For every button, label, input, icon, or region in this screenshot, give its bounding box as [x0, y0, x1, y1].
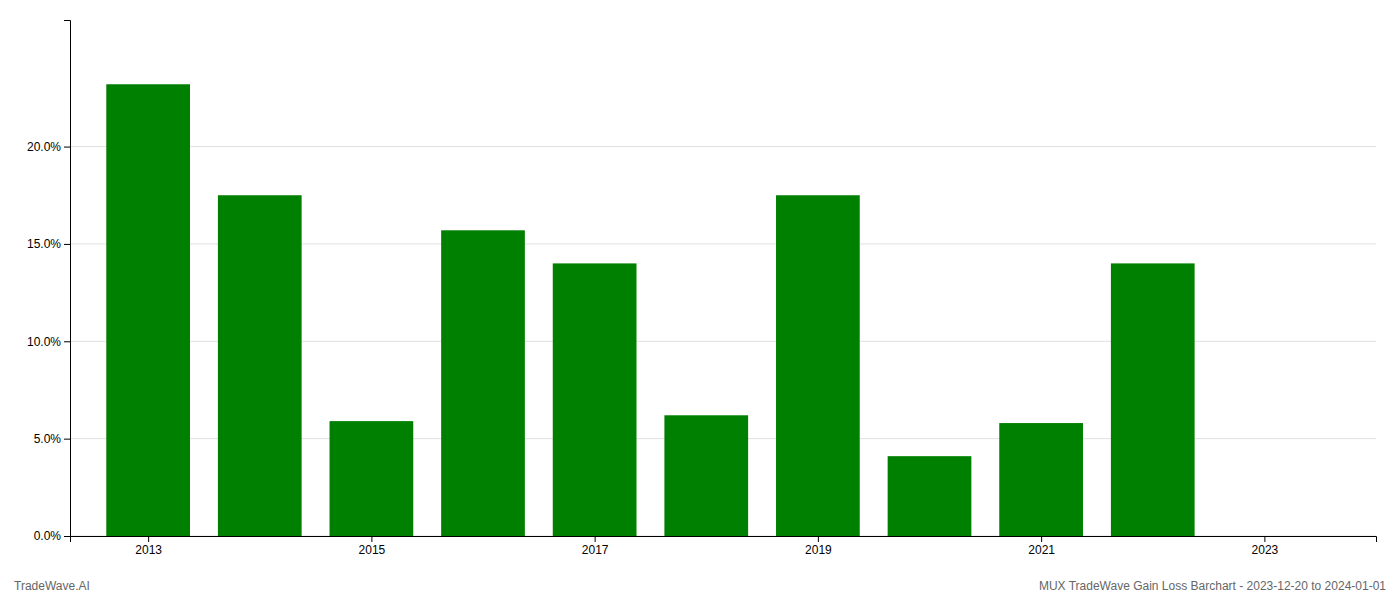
grid-line	[70, 146, 1376, 147]
x-tick-label: 2017	[582, 543, 609, 557]
bar	[888, 456, 972, 536]
chart: 0.0%5.0%10.0%15.0%20.0%20132015201720192…	[0, 0, 1400, 600]
x-tick-mark	[818, 536, 819, 542]
bar	[106, 84, 190, 536]
y-axis: 0.0% 5.0% 10.0% 15.0% 20.0%	[27, 21, 71, 544]
y-tick-label: 20.0%	[27, 140, 61, 154]
y-tick-label: 5.0%	[34, 432, 62, 446]
x-tick: 2021	[1028, 536, 1055, 557]
x-tick-label: 2013	[135, 543, 162, 557]
x-tick: 2013	[135, 536, 162, 557]
grid	[70, 147, 1376, 536]
y-tick-mark	[64, 439, 70, 440]
y-tick-mark	[64, 536, 70, 537]
y-tick: 15.0%	[27, 237, 70, 251]
bar	[1111, 263, 1195, 536]
footer-text: TradeWave.AI	[14, 579, 90, 593]
x-tick-label: 2021	[1028, 543, 1055, 557]
y-tick: 0.0%	[34, 529, 70, 543]
y-tick-mark	[64, 244, 70, 245]
bar	[664, 415, 748, 536]
x-tick-label: 2015	[359, 543, 386, 557]
marks	[106, 84, 1194, 536]
x-axis-line	[71, 537, 1377, 543]
plot: 0.0%5.0%10.0%15.0%20.0%20132015201720192…	[27, 21, 1377, 557]
x-tick-mark	[148, 536, 149, 542]
x-tick-label: 2023	[1252, 543, 1279, 557]
y-tick: 10.0%	[27, 335, 70, 349]
y-tick-mark	[64, 147, 70, 148]
x-tick-label: 2019	[805, 543, 832, 557]
x-tick: 2017	[582, 536, 609, 557]
x-tick-mark	[371, 536, 372, 542]
bar	[999, 423, 1083, 536]
x-tick: 2023	[1252, 536, 1279, 557]
bar	[330, 421, 414, 536]
y-tick-label: 15.0%	[27, 237, 61, 251]
y-tick-mark	[64, 341, 70, 342]
bar	[218, 195, 302, 536]
bar	[776, 195, 860, 536]
y-tick: 5.0%	[34, 432, 70, 446]
bar	[553, 263, 637, 536]
y-tick: 20.0%	[27, 140, 70, 154]
y-tick-label: 10.0%	[27, 335, 61, 349]
x-tick: 2019	[805, 536, 832, 557]
x-tick-mark	[1264, 536, 1265, 542]
bar	[441, 230, 525, 536]
x-tick-mark	[595, 536, 596, 542]
footer-text: MUX TradeWave Gain Loss Barchart - 2023-…	[1039, 579, 1386, 593]
x-tick: 2015	[359, 536, 386, 557]
x-tick-mark	[1041, 536, 1042, 542]
y-axis-line	[64, 21, 71, 537]
y-tick-label: 0.0%	[34, 529, 62, 543]
x-axis: 2013 2015 2017 2019 2021 2023	[71, 536, 1377, 557]
